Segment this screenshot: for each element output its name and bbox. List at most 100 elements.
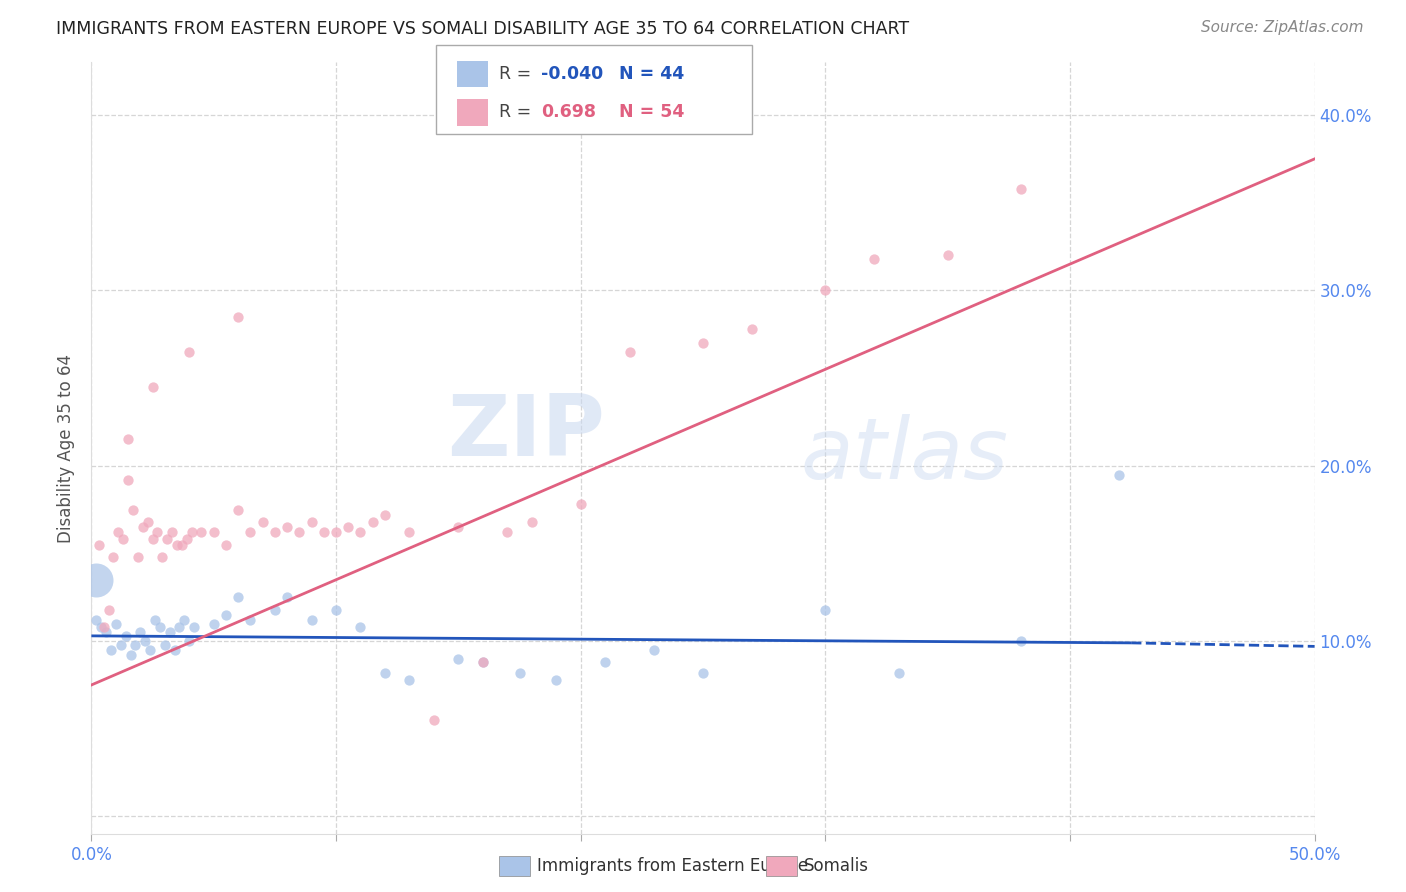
Point: [276, 520, 298, 534]
Point: [239, 613, 262, 627]
Point: [692, 336, 714, 351]
Point: [127, 549, 149, 564]
Point: [156, 533, 179, 547]
Point: [361, 515, 384, 529]
Point: [141, 533, 163, 547]
Point: [692, 665, 714, 680]
Point: [114, 629, 136, 643]
Point: [471, 655, 494, 669]
Point: [814, 284, 837, 298]
Point: [325, 525, 347, 540]
Point: [593, 655, 616, 669]
Point: [97, 602, 120, 616]
Point: [301, 515, 323, 529]
Point: [112, 533, 135, 547]
Point: [170, 538, 193, 552]
Text: R =: R =: [499, 103, 543, 121]
Point: [226, 591, 249, 605]
Point: [87, 538, 110, 552]
Point: [814, 602, 837, 616]
Point: [301, 613, 323, 627]
Point: [288, 525, 311, 540]
Point: [107, 525, 129, 540]
Point: [337, 520, 360, 534]
Point: [264, 525, 287, 540]
Point: [146, 525, 169, 540]
Point: [143, 613, 166, 627]
Point: [84, 573, 107, 587]
Text: R =: R =: [499, 65, 537, 83]
Point: [163, 643, 186, 657]
Point: [398, 525, 420, 540]
Point: [1108, 467, 1130, 482]
Point: [149, 620, 172, 634]
Point: [546, 673, 568, 687]
Point: [122, 502, 145, 516]
Point: [202, 525, 225, 540]
Point: [349, 620, 371, 634]
Point: [124, 638, 146, 652]
Point: [643, 643, 665, 657]
Point: [190, 525, 212, 540]
Point: [215, 538, 238, 552]
Point: [159, 625, 181, 640]
Point: [509, 665, 531, 680]
Point: [84, 613, 107, 627]
Point: [520, 515, 543, 529]
Point: [471, 655, 494, 669]
Text: N = 54: N = 54: [619, 103, 683, 121]
Point: [887, 665, 910, 680]
Point: [741, 322, 763, 336]
Point: [141, 380, 163, 394]
Text: atlas: atlas: [801, 415, 1010, 498]
Point: [374, 508, 396, 522]
Point: [447, 651, 470, 665]
Point: [100, 643, 122, 657]
Point: [166, 538, 188, 552]
Point: [160, 525, 183, 540]
Point: [423, 713, 446, 727]
Point: [120, 648, 142, 662]
Y-axis label: Disability Age 35 to 64: Disability Age 35 to 64: [58, 354, 76, 542]
Point: [183, 620, 205, 634]
Point: [179, 634, 201, 648]
Point: [103, 549, 125, 564]
Point: [312, 525, 335, 540]
Point: [325, 602, 347, 616]
Point: [619, 344, 641, 359]
Point: [1010, 634, 1032, 648]
Point: [90, 620, 112, 634]
Point: [863, 252, 886, 266]
Text: Source: ZipAtlas.com: Source: ZipAtlas.com: [1201, 20, 1364, 35]
Point: [136, 515, 159, 529]
Point: [129, 625, 152, 640]
Point: [104, 616, 127, 631]
Point: [132, 520, 155, 534]
Point: [117, 433, 139, 447]
Point: [153, 638, 176, 652]
Point: [496, 525, 519, 540]
Point: [150, 549, 173, 564]
Point: [276, 591, 298, 605]
Point: [179, 344, 201, 359]
Point: [215, 607, 238, 622]
Text: 0.698: 0.698: [541, 103, 596, 121]
Point: [202, 616, 225, 631]
Text: Immigrants from Eastern Europe: Immigrants from Eastern Europe: [537, 857, 808, 875]
Point: [264, 602, 287, 616]
Point: [134, 634, 156, 648]
Point: [936, 248, 959, 262]
Point: [569, 497, 592, 511]
Point: [94, 625, 117, 640]
Point: [169, 620, 191, 634]
Point: [176, 533, 198, 547]
Point: [139, 643, 162, 657]
Point: [252, 515, 274, 529]
Text: Somalis: Somalis: [804, 857, 869, 875]
Text: ZIP: ZIP: [447, 392, 605, 475]
Point: [226, 502, 249, 516]
Point: [180, 525, 202, 540]
Point: [447, 520, 470, 534]
Point: [239, 525, 262, 540]
Text: IMMIGRANTS FROM EASTERN EUROPE VS SOMALI DISABILITY AGE 35 TO 64 CORRELATION CHA: IMMIGRANTS FROM EASTERN EUROPE VS SOMALI…: [56, 20, 910, 37]
